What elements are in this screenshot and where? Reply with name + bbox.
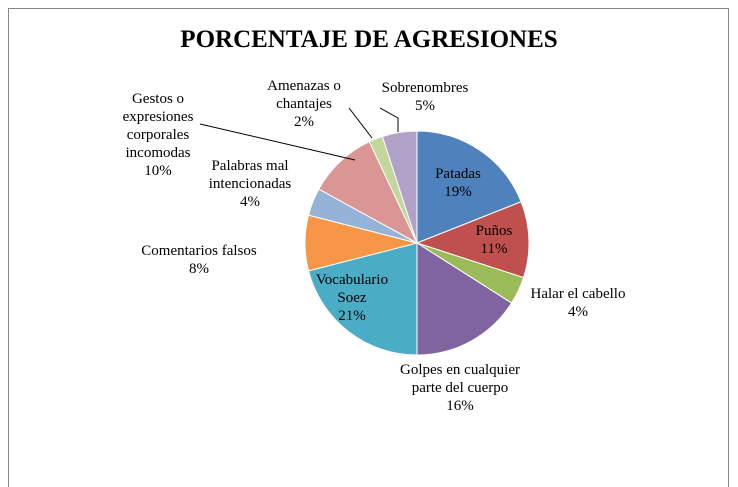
slice-label: Gestos o expresiones corporales incomoda… bbox=[103, 90, 213, 180]
value-label: 21% bbox=[338, 308, 366, 324]
chart-title: PORCENTAJE DE AGRESIONES bbox=[180, 26, 558, 53]
slice-label: Vocabulario Soez 21% bbox=[302, 271, 402, 325]
leader-line bbox=[379, 107, 399, 132]
value-label: 19% bbox=[444, 184, 472, 200]
slice-label: Puños 11% bbox=[454, 222, 534, 258]
slice-label: Comentarios falsos 8% bbox=[139, 242, 259, 278]
category-label: Patadas bbox=[435, 166, 481, 182]
value-label: 4% bbox=[240, 194, 260, 210]
leader-line bbox=[348, 107, 373, 139]
category-label: Golpes en cualquier parte del cuerpo bbox=[400, 362, 520, 396]
category-label: Comentarios falsos bbox=[141, 243, 257, 259]
slice-label: Amenazas o chantajes 2% bbox=[259, 77, 349, 131]
pie-slice bbox=[381, 130, 418, 244]
pie-slice bbox=[416, 242, 513, 356]
slice-label: Patadas 19% bbox=[403, 165, 513, 201]
pie-slice bbox=[307, 242, 418, 356]
pie-slice bbox=[415, 201, 530, 279]
category-label: Halar el cabello bbox=[530, 286, 626, 302]
pie-slice bbox=[416, 130, 522, 244]
category-label: Puños bbox=[475, 223, 513, 239]
value-label: 8% bbox=[189, 261, 209, 277]
category-label: Palabras mal intencionadas bbox=[208, 158, 292, 192]
slice-label: Palabras mal intencionadas 4% bbox=[190, 157, 310, 211]
value-label: 11% bbox=[480, 241, 508, 257]
category-label: Vocabulario Soez bbox=[315, 272, 389, 306]
value-label: 10% bbox=[144, 163, 172, 179]
value-label: 4% bbox=[568, 304, 588, 320]
value-label: 5% bbox=[415, 98, 435, 114]
category-label: Amenazas o chantajes bbox=[267, 78, 341, 112]
slice-label: Sobrenombres 5% bbox=[365, 79, 485, 115]
value-label: 2% bbox=[294, 114, 314, 130]
category-label: Gestos o expresiones corporales incomoda… bbox=[122, 91, 194, 161]
category-label: Sobrenombres bbox=[381, 80, 469, 96]
value-label: 16% bbox=[446, 398, 474, 414]
slice-label: Halar el cabello 4% bbox=[508, 285, 648, 321]
leader-line bbox=[199, 123, 356, 161]
slice-label: Golpes en cualquier parte del cuerpo 16% bbox=[395, 361, 525, 415]
